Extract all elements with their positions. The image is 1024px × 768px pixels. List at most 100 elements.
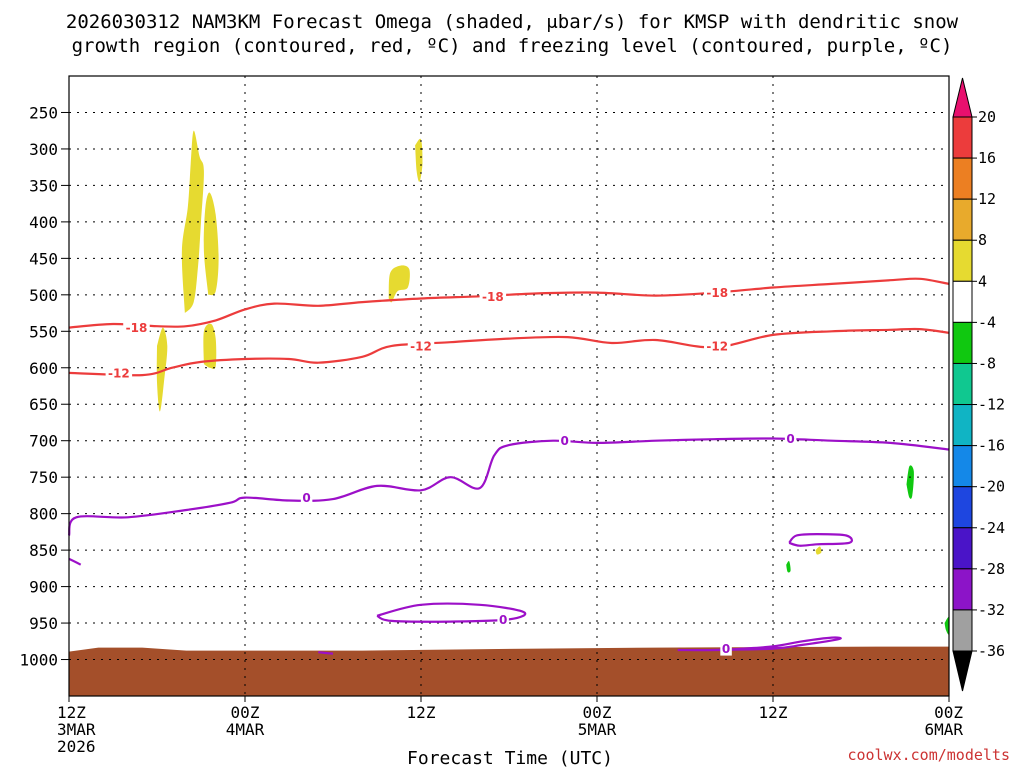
y-tick-label-900: 900 (29, 578, 58, 597)
colorbar-label-6: -8 (978, 354, 996, 372)
omega-region-5 (415, 138, 423, 182)
colorbar-top-arrow (952, 77, 973, 118)
colorbar-swatch-4 (952, 239, 973, 282)
contour-label--18-2: -18 (706, 286, 728, 300)
y-tick-label-750: 750 (29, 468, 58, 487)
omega-region-3 (156, 327, 168, 412)
x-tick-label-0-0: 12Z (57, 703, 86, 722)
contour-label-0-4: 0 (722, 642, 730, 656)
x-tick-label-3-1: 5MAR (578, 720, 617, 739)
omega-region-1 (203, 192, 219, 296)
y-tick-label-1000: 1000 (19, 651, 58, 670)
chart-title-line2: growth region (contoured, red, ºC) and f… (72, 35, 953, 57)
contour-label--12-1: -12 (410, 339, 432, 353)
x-tick-label-0-2: 2026 (57, 737, 96, 756)
contour-label-0-3: 0 (499, 613, 507, 627)
contour-0 (67, 437, 950, 536)
colorbar-swatch-9 (952, 445, 973, 488)
contour-label--18-0: -18 (126, 321, 148, 335)
contour-label-bg-0-4 (720, 641, 732, 656)
y-tick-label-850: 850 (29, 541, 58, 560)
contour-0-edge (68, 557, 82, 566)
contour-0-tick (318, 651, 334, 655)
contour-label-bg-0-3 (497, 612, 509, 627)
colorbar-swatch-3 (952, 198, 973, 241)
contour--18 (68, 277, 950, 329)
contour-0-loop-850 (788, 533, 853, 547)
ground-fill (69, 646, 949, 696)
y-tick-label-950: 950 (29, 614, 58, 633)
colorbar: 20 16 12 8 4 -4 -8 -12 -16 -20 -24 -28 -32 -36 (952, 77, 1005, 692)
omega-region-7 (944, 616, 950, 635)
contour-label-bg--12-2 (704, 338, 731, 353)
colorbar-label-3: 8 (978, 231, 987, 249)
colorbar-label-0: 20 (978, 108, 996, 126)
ground-layer (69, 646, 949, 696)
contour-label-bg--18-0 (123, 320, 150, 335)
omega-region-0 (181, 130, 204, 314)
colorbar-swatch-8 (952, 404, 973, 447)
y-tick-label-550: 550 (29, 322, 58, 341)
omega-region-4 (388, 265, 410, 303)
contour-labels: -18 -18 -18 -12 -12 -12 0 0 0 0 0 (105, 285, 797, 656)
colorbar-label-8: -16 (978, 437, 1005, 455)
colorbar-swatch-7 (952, 362, 973, 406)
contour-label--12-2: -12 (706, 339, 728, 353)
colorbar-label-1: 16 (978, 149, 996, 167)
watermark: coolwx.com/modelts (847, 746, 1010, 764)
contour-label-0-0: 0 (302, 491, 310, 505)
y-tick-label-450: 450 (29, 249, 58, 268)
y-tick-label-500: 500 (29, 286, 58, 305)
contour-label-0-1: 0 (561, 434, 569, 448)
colorbar-swatch-2 (952, 157, 973, 200)
omega-region-2 (203, 323, 217, 370)
colorbar-swatch-12 (952, 568, 973, 611)
colorbar-bottom-arrow (952, 650, 973, 692)
plot-frame (68, 75, 950, 697)
contour-label-bg--18-1 (479, 289, 507, 304)
colorbar-label-13: -36 (978, 642, 1005, 660)
colorbar-label-5: -4 (978, 313, 996, 331)
x-tick-label-3-0: 00Z (583, 703, 612, 722)
contours (67, 277, 950, 655)
y-tick-label-300: 300 (29, 140, 58, 159)
colorbar-label-11: -28 (978, 560, 1005, 578)
y-tick-label-700: 700 (29, 432, 58, 451)
y-tick-label-400: 400 (29, 213, 58, 232)
contour-label-0-2: 0 (786, 432, 794, 446)
contour--12 (68, 327, 950, 377)
contour-label-bg-0-1 (558, 433, 571, 448)
contour-label--12-0: -12 (108, 366, 130, 380)
colorbar-label-2: 12 (978, 190, 996, 208)
omega-region-6 (906, 465, 914, 499)
y-axis: 250 300 350 400 450 500 550 600 650 700 750 800 850 9… (19, 103, 69, 670)
omega-region-8 (786, 560, 791, 573)
contour-label--18-1: -18 (482, 290, 504, 304)
y-tick-label-650: 650 (29, 395, 58, 414)
colorbar-swatch-10 (952, 486, 973, 529)
contour-label-bg--12-0 (105, 365, 133, 380)
colorbar-swatch-11 (952, 527, 973, 570)
y-tick-label-600: 600 (29, 359, 58, 378)
x-axis-label: Forecast Time (UTC) (407, 748, 613, 768)
colorbar-label-7: -12 (978, 396, 1005, 414)
x-tick-label-2-0: 12Z (407, 703, 436, 722)
omega-region-9 (815, 546, 822, 555)
x-tick-label-5-1: 6MAR (924, 720, 963, 739)
x-tick-label-0-1: 3MAR (57, 720, 96, 739)
x-tick-label-5-0: 00Z (934, 703, 963, 722)
contour-label-bg-0-0 (300, 490, 313, 505)
x-tick-label-1-1: 4MAR (226, 720, 265, 739)
colorbar-swatch-5 (952, 280, 973, 323)
contour-label-bg--18-2 (704, 285, 731, 300)
y-tick-label-350: 350 (29, 176, 58, 195)
colorbar-swatch-6 (952, 321, 973, 364)
colorbar-swatch-13 (952, 609, 973, 652)
y-tick-label-800: 800 (29, 505, 58, 524)
colorbar-label-9: -20 (978, 478, 1005, 496)
omega-shaded-regions (156, 130, 950, 635)
x-tick-label-1-0: 00Z (231, 703, 260, 722)
contour-label-bg-0-2 (784, 431, 797, 446)
